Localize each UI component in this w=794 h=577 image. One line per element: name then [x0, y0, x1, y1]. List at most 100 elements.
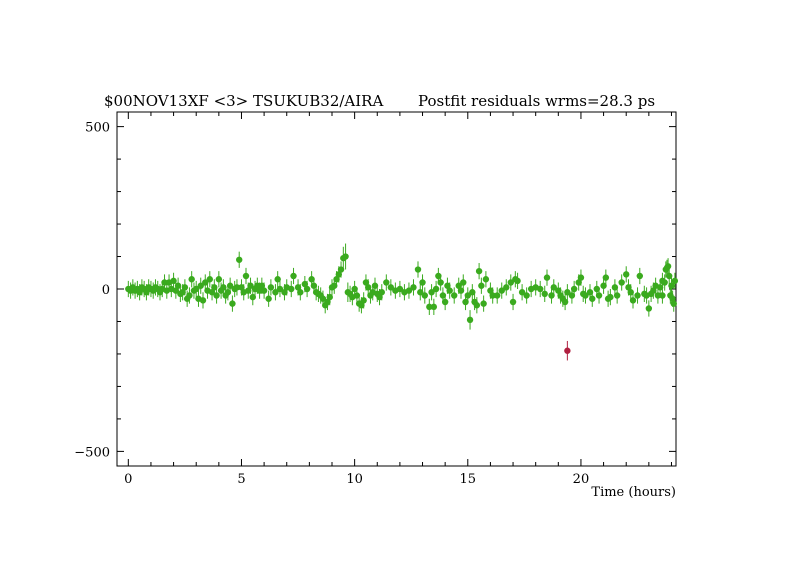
data-point — [541, 290, 548, 298]
data-point — [236, 256, 243, 263]
data-point — [636, 272, 643, 280]
data-point — [475, 267, 483, 275]
data-point — [564, 289, 571, 296]
data-point — [179, 289, 186, 296]
data-point — [215, 276, 223, 283]
data-point — [206, 276, 213, 283]
chart-title-right: Postfit residuals wrms=28.3 ps — [418, 92, 655, 110]
data-point — [543, 274, 551, 281]
data-point — [242, 272, 250, 280]
data-point — [466, 316, 474, 324]
data-point — [229, 300, 236, 307]
data-point — [446, 287, 453, 294]
data-point — [410, 284, 417, 291]
data-point — [627, 289, 634, 296]
data-point — [319, 295, 327, 302]
data-points — [125, 243, 679, 361]
data-point — [265, 295, 272, 302]
data-point — [503, 284, 510, 291]
residual-series — [125, 243, 679, 330]
data-point — [507, 279, 514, 286]
data-point — [274, 276, 281, 283]
data-point — [430, 303, 438, 311]
data-point — [602, 274, 610, 281]
data-point — [509, 298, 517, 306]
data-point — [378, 289, 385, 296]
data-point — [335, 271, 342, 278]
data-point — [435, 272, 442, 280]
data-point — [537, 285, 544, 293]
data-point — [290, 272, 297, 280]
data-point — [586, 289, 594, 296]
outlier-series — [564, 340, 571, 361]
data-point — [188, 276, 195, 283]
data-point — [650, 287, 657, 294]
data-point — [351, 285, 358, 293]
data-point — [186, 292, 193, 299]
chart-title-left: $00NOV13XF <3> TSUKUB32/AIRA — [104, 92, 383, 110]
data-point — [659, 292, 666, 299]
data-point — [514, 277, 521, 285]
data-point — [460, 279, 467, 286]
data-point — [417, 289, 424, 296]
data-point — [455, 282, 462, 289]
data-point — [281, 289, 288, 296]
data-point — [480, 300, 487, 307]
data-point — [358, 302, 365, 309]
data-point — [464, 292, 471, 299]
data-point — [618, 279, 625, 286]
data-point — [197, 282, 204, 289]
x-tick-label: 5 — [237, 472, 245, 487]
data-point — [233, 284, 241, 291]
data-point — [437, 279, 444, 286]
y-tick-label: −500 — [74, 445, 110, 460]
data-point — [172, 287, 180, 294]
data-point — [342, 253, 349, 260]
data-point — [414, 266, 422, 273]
data-point — [441, 298, 449, 306]
data-point — [362, 279, 370, 286]
data-point — [600, 282, 607, 289]
data-point — [489, 292, 496, 299]
data-point — [457, 287, 465, 294]
data-point — [593, 285, 600, 293]
data-point — [143, 289, 150, 296]
data-point — [208, 289, 216, 296]
data-point — [478, 282, 485, 289]
data-point — [405, 287, 413, 294]
x-tick-label: 10 — [346, 472, 363, 487]
data-point — [249, 293, 256, 301]
data-point — [276, 285, 284, 293]
data-point — [550, 284, 557, 291]
data-point — [548, 292, 555, 299]
y-tick-label: 500 — [85, 121, 110, 136]
data-point — [426, 303, 433, 311]
data-point — [310, 282, 318, 289]
data-point — [260, 287, 268, 294]
data-point — [432, 285, 440, 293]
data-point — [439, 292, 447, 299]
data-point — [193, 285, 200, 293]
data-point — [254, 282, 261, 289]
data-point — [654, 292, 662, 299]
x-tick-label: 15 — [460, 472, 477, 487]
data-point — [570, 285, 578, 293]
data-point — [365, 284, 372, 291]
data-point — [202, 279, 209, 286]
data-point — [247, 282, 254, 289]
data-point — [258, 282, 266, 289]
x-tick-label: 0 — [124, 472, 132, 487]
data-point — [383, 279, 390, 286]
data-point — [360, 297, 367, 304]
data-point — [518, 289, 526, 296]
data-point — [272, 289, 279, 296]
data-point — [297, 289, 304, 296]
x-axis-label: Time (hours) — [591, 485, 676, 500]
data-point — [333, 276, 340, 283]
data-point — [161, 279, 168, 286]
data-point — [625, 284, 632, 291]
x-tick-label: 20 — [573, 472, 590, 487]
data-point — [308, 276, 315, 283]
data-point — [589, 295, 596, 302]
data-point — [396, 285, 404, 293]
